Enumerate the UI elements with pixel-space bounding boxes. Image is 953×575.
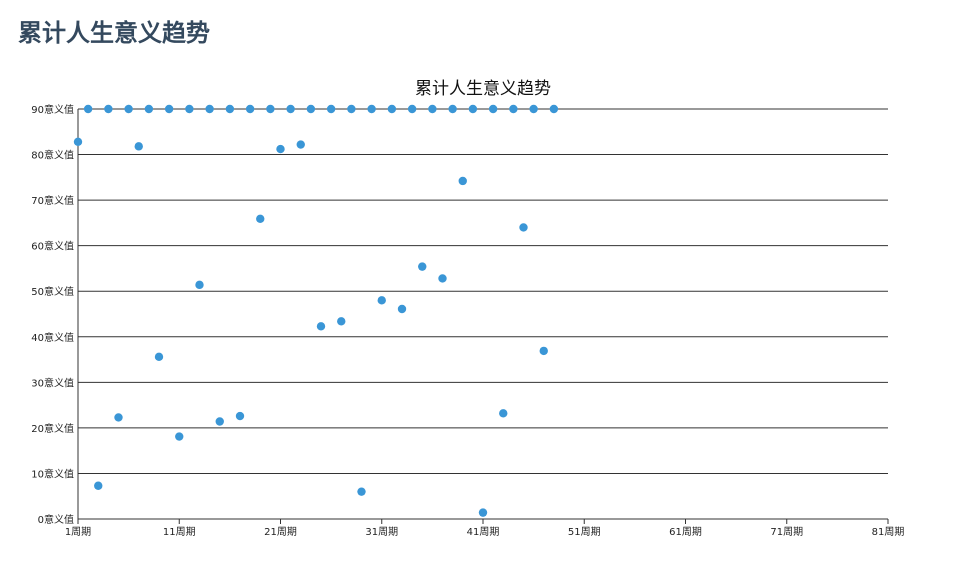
data-point[interactable] [387, 104, 397, 114]
data-point[interactable] [215, 417, 224, 426]
x-tick-label: 61周期 [669, 526, 702, 538]
data-point[interactable] [509, 104, 518, 114]
data-point[interactable] [539, 346, 548, 356]
data-point[interactable] [154, 352, 164, 362]
x-tick-label: 1周期 [65, 526, 91, 538]
chart-title: 累计人生意义趋势 [415, 79, 551, 99]
data-point[interactable] [164, 104, 174, 114]
data-point[interactable] [306, 104, 316, 114]
data-point[interactable] [428, 104, 437, 114]
data-point[interactable] [448, 104, 457, 114]
data-point[interactable] [276, 144, 285, 154]
data-point[interactable] [266, 104, 275, 114]
data-point[interactable] [458, 176, 467, 186]
data-point[interactable] [144, 104, 154, 114]
data-point[interactable] [337, 317, 346, 326]
y-tick-label: 10意义值 [31, 467, 74, 480]
data-point[interactable] [175, 432, 184, 441]
data-point[interactable] [397, 304, 407, 314]
data-point[interactable] [367, 104, 376, 114]
x-tick-label: 51周期 [568, 526, 601, 538]
data-point[interactable] [256, 214, 265, 223]
data-point[interactable] [104, 104, 113, 114]
y-tick-label: 50意义值 [31, 285, 74, 298]
data-point[interactable] [195, 280, 204, 290]
data-point[interactable] [316, 322, 326, 331]
y-tick-label: 0意义值 [38, 513, 74, 526]
data-point[interactable] [296, 140, 305, 149]
page-title: 累计人生意义趋势 [18, 19, 210, 47]
data-point[interactable] [134, 142, 143, 151]
data-point[interactable] [438, 274, 447, 283]
data-point[interactable] [519, 223, 528, 232]
data-point[interactable] [347, 104, 356, 114]
y-axis-ticks: 0意义值 10意义值 20意义值 30意义值 40意义值 50意义值 60意义值 70意义值 8… [31, 103, 74, 526]
data-point[interactable] [468, 104, 478, 114]
data-point[interactable] [377, 296, 386, 305]
y-tick-label: 80意义值 [31, 149, 74, 162]
data-point[interactable] [499, 409, 508, 418]
x-tick-label: 21周期 [264, 526, 297, 538]
data-point[interactable] [94, 481, 103, 490]
data-point[interactable] [478, 508, 488, 517]
data-point[interactable] [529, 104, 538, 114]
data-point[interactable] [286, 104, 295, 114]
x-tick-label: 31周期 [365, 526, 398, 538]
data-point[interactable] [326, 104, 336, 114]
data-point[interactable] [73, 137, 83, 146]
data-point[interactable] [235, 411, 245, 421]
data-point[interactable] [549, 104, 559, 114]
y-tick-label: 70意义值 [31, 194, 74, 207]
data-point[interactable] [357, 487, 366, 496]
data-point[interactable] [225, 104, 235, 114]
axes [77, 109, 888, 520]
data-point[interactable] [83, 104, 93, 114]
x-tick-label: 11周期 [163, 526, 196, 538]
x-axis-ticks: 1周期 11周期 21周期 31周期 41周期 51周期 61周期 71周期 81周期 [65, 519, 905, 538]
y-tick-label: 30意义值 [31, 376, 74, 389]
y-tick-label: 40意义值 [31, 331, 74, 344]
y-tick-label: 60意义值 [31, 240, 74, 253]
y-tick-label: 20意义值 [31, 422, 74, 435]
data-point[interactable] [124, 104, 133, 114]
data-point[interactable] [488, 104, 498, 114]
grid-lines [78, 108, 888, 520]
x-tick-label: 71周期 [770, 526, 803, 538]
data-point[interactable] [407, 104, 417, 114]
data-point[interactable] [245, 104, 255, 114]
data-point[interactable] [205, 104, 214, 114]
data-point[interactable] [185, 104, 194, 114]
data-points [73, 104, 559, 517]
y-tick-label: 90意义值 [31, 103, 74, 116]
x-tick-label: 81周期 [872, 526, 905, 538]
data-point[interactable] [114, 413, 123, 422]
x-tick-label: 41周期 [467, 526, 500, 538]
data-point[interactable] [418, 262, 427, 271]
